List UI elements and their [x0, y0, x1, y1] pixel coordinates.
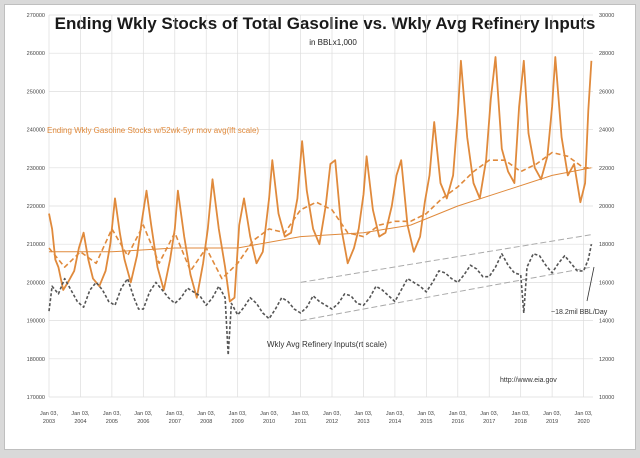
right-tick-label: 14000: [599, 319, 614, 325]
x-tick-label: Jan 03,: [260, 411, 279, 417]
x-tick-label: Jan 03,: [386, 411, 405, 417]
x-tick-label: Jan 03,: [323, 411, 342, 417]
right-tick-label: 20000: [599, 204, 614, 210]
refinery-inputs-line: [48, 244, 593, 356]
x-tick-year: 2008: [200, 419, 212, 425]
left-tick-label: 230000: [27, 166, 45, 172]
x-tick-label: Jan 03,: [575, 411, 594, 417]
series-lines: [48, 56, 593, 356]
x-tick-year: 2012: [326, 419, 338, 425]
x-tick-year: 2010: [263, 419, 275, 425]
gasoline-stocks-chart: Ending Wkly Stocks of Total Gasoline vs.…: [27, 13, 615, 425]
left-axis-ticks: 170000 180000 190000 200000 210000 220000 2300…: [27, 13, 45, 401]
left-tick-label: 260000: [27, 51, 45, 57]
x-tick-label: Jan 03,: [134, 411, 153, 417]
left-tick-label: 210000: [27, 242, 45, 248]
left-tick-label: 240000: [27, 128, 45, 134]
x-tick-label: Jan 03,: [543, 411, 562, 417]
x-tick-year: 2015: [420, 419, 432, 425]
gasoline-stocks-label: Ending Wkly Gasoline Stocks w/52wk-5yr m…: [47, 126, 259, 135]
gasoline-moving-avg-line: [48, 151, 592, 280]
x-tick-year: 2007: [169, 419, 181, 425]
left-tick-label: 170000: [27, 395, 45, 401]
x-tick-year: 2003: [43, 419, 55, 425]
right-tick-label: 16000: [599, 280, 614, 286]
gasoline-stocks-line: [48, 56, 593, 303]
source-label: http://www.eia.gov: [500, 377, 557, 384]
right-tick-label: 26000: [599, 89, 614, 95]
left-tick-label: 190000: [27, 319, 45, 325]
x-tick-label: Jan 03,: [71, 411, 90, 417]
x-tick-year: 2009: [232, 419, 244, 425]
right-tick-label: 24000: [599, 128, 614, 134]
x-tick-year: 2006: [137, 419, 149, 425]
capacity-note: ~18.2mil BBL/Day: [551, 309, 608, 316]
x-tick-year: 2004: [74, 419, 86, 425]
x-tick-year: 2005: [106, 419, 118, 425]
x-tick-year: 2013: [357, 419, 369, 425]
x-tick-label: Jan 03,: [197, 411, 216, 417]
x-tick-label: Jan 03,: [229, 411, 248, 417]
right-tick-label: 12000: [599, 357, 614, 363]
x-tick-label: Jan 03,: [449, 411, 468, 417]
x-tick-year: 2017: [483, 419, 495, 425]
capacity-pointer: [586, 266, 595, 302]
trend-channel: [300, 234, 592, 322]
left-tick-label: 220000: [27, 204, 45, 210]
x-tick-label: Jan 03,: [480, 411, 499, 417]
right-axis-ticks: 10000 12000 14000 16000 18000 20000 22000 24000…: [599, 13, 614, 401]
gasoline-long-trend-line: [49, 167, 592, 253]
x-axis-ticks: Jan 03, 2003 Jan 03, 2004 Jan 03, 2005 Jan 03,…: [40, 411, 593, 425]
trend-channel-line: [300, 266, 592, 322]
x-tick-label: Jan 03,: [417, 411, 436, 417]
trend-channel-line: [300, 234, 592, 283]
chart-frame: Ending Wkly Stocks of Total Gasoline vs.…: [4, 4, 636, 450]
x-tick-label: Jan 03,: [292, 411, 311, 417]
x-tick-label: Jan 03,: [103, 411, 122, 417]
left-tick-label: 180000: [27, 357, 45, 363]
x-tick-year: 2014: [389, 419, 401, 425]
left-tick-label: 200000: [27, 280, 45, 286]
x-tick-label: Jan 03,: [166, 411, 185, 417]
x-tick-year: 2018: [515, 419, 527, 425]
left-tick-label: 270000: [27, 13, 45, 19]
right-tick-label: 30000: [599, 13, 614, 19]
right-tick-label: 22000: [599, 166, 614, 172]
left-tick-label: 250000: [27, 89, 45, 95]
x-tick-label: Jan 03,: [354, 411, 373, 417]
x-tick-year: 2016: [452, 419, 464, 425]
x-tick-year: 2020: [577, 419, 589, 425]
chart-subtitle: in BBLx1,000: [309, 38, 357, 47]
right-tick-label: 28000: [599, 51, 614, 57]
x-tick-year: 2019: [546, 419, 558, 425]
right-tick-label: 18000: [599, 242, 614, 248]
x-tick-label: Jan 03,: [512, 411, 531, 417]
refinery-inputs-label: Wkly Avg Refinery Inputs(rt scale): [267, 340, 387, 349]
chart-title: Ending Wkly Stocks of Total Gasoline vs.…: [55, 14, 596, 33]
right-tick-label: 10000: [599, 395, 614, 401]
x-tick-year: 2011: [295, 419, 307, 425]
x-tick-label: Jan 03,: [40, 411, 59, 417]
